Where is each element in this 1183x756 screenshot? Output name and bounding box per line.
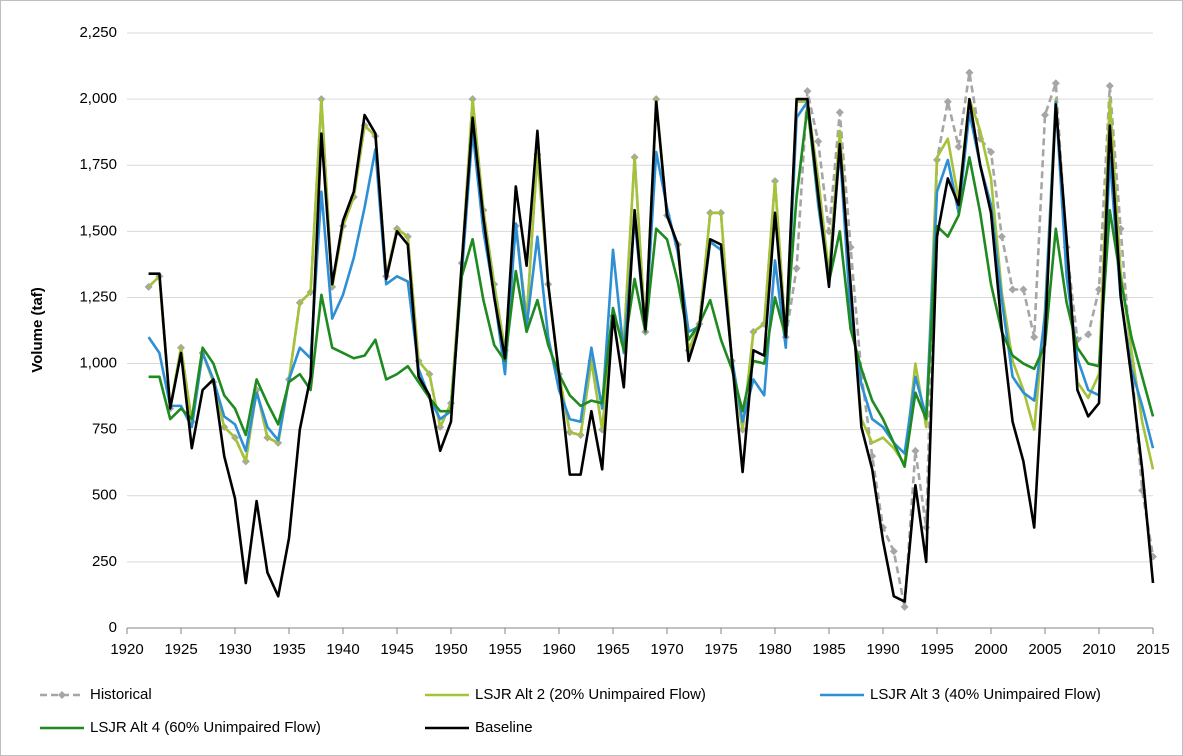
x-tick-label: 2015 <box>1136 641 1169 658</box>
y-tick-label: 2,000 <box>79 90 117 107</box>
x-tick-label: 1940 <box>326 641 359 658</box>
x-tick-label: 1990 <box>866 641 899 658</box>
y-tick-label: 0 <box>109 619 117 636</box>
x-tick-label: 1980 <box>758 641 791 658</box>
point-marker <box>987 148 995 156</box>
point-marker <box>814 137 823 146</box>
x-tick-label: 1925 <box>164 641 197 658</box>
x-tick-label: 1985 <box>812 641 845 658</box>
series-line <box>148 105 1155 468</box>
y-tick-label: 1,250 <box>79 288 117 305</box>
x-tick-label: 2000 <box>974 641 1007 658</box>
point-marker <box>1041 110 1049 119</box>
x-tick-label: 1965 <box>596 641 629 658</box>
y-tick-label: 1,500 <box>79 222 117 239</box>
legend-label: LSJR Alt 2 (20% Unimpaired Flow) <box>475 686 706 703</box>
series-line <box>148 97 1155 603</box>
point-marker <box>911 446 920 455</box>
point-marker <box>1051 79 1060 88</box>
x-tick-label: 1920 <box>110 641 143 658</box>
point-marker <box>1105 81 1114 90</box>
y-tick-label: 500 <box>92 487 117 504</box>
point-marker <box>965 68 974 77</box>
legend-label: LSJR Alt 4 (60% Unimpaired Flow) <box>90 719 321 736</box>
point-marker <box>1030 333 1039 342</box>
y-axis-title: Volume (taf) <box>29 287 46 373</box>
point-marker <box>954 142 963 151</box>
point-marker <box>889 547 898 556</box>
point-marker <box>997 232 1006 241</box>
legend-label: LSJR Alt 3 (40% Unimpaired Flow) <box>870 686 1101 703</box>
x-tick-label: 1970 <box>650 641 683 658</box>
legend-label: Historical <box>90 686 152 703</box>
point-marker <box>835 108 844 117</box>
x-tick-label: 1945 <box>380 641 413 658</box>
x-tick-label: 1955 <box>488 641 521 658</box>
point-marker <box>1008 285 1017 294</box>
x-tick-label: 1995 <box>920 641 953 658</box>
x-tick-label: 2005 <box>1028 641 1061 658</box>
y-tick-label: 1,750 <box>79 156 117 173</box>
x-tick-label: 1930 <box>218 641 251 658</box>
x-tick-label: 1950 <box>434 641 467 658</box>
point-marker <box>792 264 801 273</box>
y-tick-label: 250 <box>92 553 117 570</box>
point-marker <box>1019 285 1028 294</box>
x-tick-label: 1975 <box>704 641 737 658</box>
x-tick-label: 1935 <box>272 641 305 658</box>
point-marker <box>803 87 812 96</box>
y-tick-label: 1,000 <box>79 355 117 372</box>
legend-marker <box>58 691 66 699</box>
legend-label: Baseline <box>475 719 533 736</box>
point-marker <box>900 602 909 611</box>
point-marker <box>943 97 952 106</box>
point-marker <box>1084 330 1093 339</box>
x-tick-label: 1960 <box>542 641 575 658</box>
x-tick-label: 2010 <box>1082 641 1115 658</box>
y-tick-label: 2,250 <box>79 24 117 41</box>
y-tick-label: 750 <box>92 421 117 438</box>
